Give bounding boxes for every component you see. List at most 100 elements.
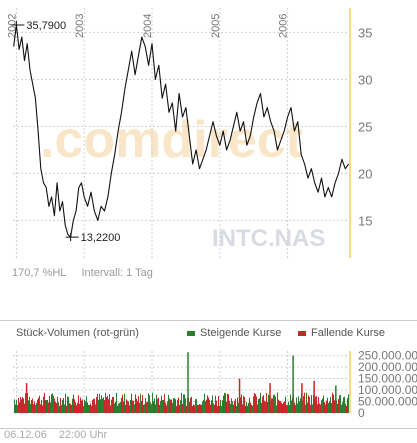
volume-bar [72, 398, 73, 413]
volume-bar [130, 399, 131, 413]
volume-bar [189, 401, 190, 413]
volume-bar [82, 399, 83, 413]
volume-bar [252, 405, 253, 413]
volume-bar [282, 404, 283, 413]
volume-bar [122, 394, 123, 413]
volume-bar [103, 397, 104, 413]
volume-bar [83, 405, 84, 413]
volume-bar [245, 405, 246, 413]
volume-bar [224, 392, 225, 413]
volume-bar [117, 405, 118, 413]
volume-bar [238, 402, 239, 413]
volume-bar [114, 403, 115, 413]
volume-bar [288, 401, 289, 413]
volume-bar [303, 396, 304, 413]
volume-bar [295, 405, 296, 413]
volume-bar [271, 398, 272, 413]
volume-bar [327, 397, 328, 413]
volume-bar [254, 393, 255, 413]
volume-y-tick-label: 250.000.000 [358, 349, 417, 363]
volume-bar [63, 398, 64, 413]
volume-y-tick-label: 50.000.000 [358, 395, 417, 409]
legend-swatch-down [298, 330, 306, 336]
volume-bar [81, 400, 82, 413]
volume-bar [50, 402, 51, 413]
volume-bar [70, 403, 71, 413]
volume-spike-bar [25, 383, 28, 413]
volume-bar [138, 396, 139, 413]
volume-legend-row: Stück-Volumen (rot-grün) Steigende Kurse… [12, 327, 411, 341]
volume-bar [201, 404, 202, 413]
volume-bar [197, 404, 198, 413]
volume-bar [172, 402, 173, 413]
volume-bar [68, 397, 69, 413]
volume-y-tick-label: 100.000.000 [358, 383, 417, 397]
volume-bar [291, 400, 292, 413]
volume-bar [257, 404, 258, 413]
volume-bar [31, 399, 32, 413]
volume-bar [143, 404, 144, 413]
volume-bar [218, 396, 219, 413]
volume-bar [337, 403, 338, 413]
volume-bar [285, 396, 286, 413]
volume-bar [230, 403, 231, 413]
volume-bar [77, 402, 78, 413]
volume-bar [95, 404, 96, 413]
volume-bar [161, 395, 162, 413]
volume-bar [266, 393, 267, 413]
volume-bar [106, 397, 107, 413]
volume-bar [275, 396, 276, 413]
price-line [13, 24, 350, 238]
volume-bar [19, 402, 20, 413]
volume-bar [79, 403, 80, 413]
volume-bar [174, 398, 175, 413]
volume-bar [305, 404, 306, 413]
volume-spike-bar [335, 385, 337, 413]
volume-bar [256, 396, 257, 413]
volume-bar [265, 401, 266, 413]
volume-bar [116, 392, 117, 413]
volume-bar [202, 401, 203, 413]
volume-bar [249, 397, 250, 413]
volume-bar [169, 398, 170, 413]
volume-bar [27, 392, 28, 413]
volume-bar [184, 394, 185, 413]
volume-bar [328, 402, 329, 413]
volume-bar [222, 400, 223, 413]
x-tick-label: 2006 [278, 14, 290, 38]
volume-bar [298, 396, 299, 413]
volume-bar [73, 394, 74, 413]
volume-bar [175, 399, 176, 413]
volume-bar [330, 397, 331, 413]
volume-bar [133, 400, 134, 413]
volume-bar [248, 402, 249, 413]
volume-bar [260, 392, 261, 413]
volume-bar [233, 404, 234, 413]
volume-bar [99, 393, 100, 413]
volume-bar [345, 403, 346, 413]
volume-bar [181, 392, 182, 413]
volume-bar [306, 392, 307, 413]
volume-bar [97, 393, 98, 413]
volume-bar [220, 400, 221, 413]
volume-bar [237, 397, 238, 413]
volume-bar [171, 399, 172, 413]
volume-bar [145, 398, 146, 413]
volume-bar [51, 394, 52, 413]
volume-bar [203, 399, 204, 413]
volume-bar [157, 398, 158, 413]
volume-bar [167, 401, 168, 413]
volume-bar [190, 397, 191, 413]
volume-bar [160, 400, 161, 413]
volume-bar [185, 398, 186, 413]
y-tick-label: 20 [358, 166, 372, 181]
volume-bar [149, 395, 150, 413]
volume-bar [258, 399, 259, 413]
volume-bar [119, 402, 120, 413]
volume-spike-bar [238, 378, 241, 413]
volume-bar [153, 401, 154, 413]
volume-bar [228, 394, 229, 413]
volume-bar [152, 392, 153, 413]
volume-bar [150, 402, 151, 413]
x-tick-label: 2003 [74, 14, 86, 38]
